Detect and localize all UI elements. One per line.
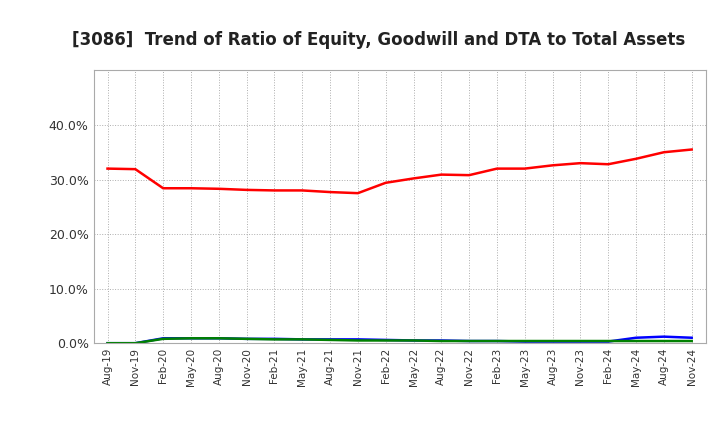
Deferred Tax Assets — [576, 338, 585, 344]
Deferred Tax Assets — [437, 338, 446, 344]
Deferred Tax Assets — [549, 338, 557, 344]
Deferred Tax Assets — [186, 336, 195, 341]
Goodwill — [159, 336, 168, 341]
Deferred Tax Assets — [465, 338, 474, 344]
Goodwill — [409, 338, 418, 343]
Goodwill — [688, 335, 696, 341]
Deferred Tax Assets — [688, 338, 696, 344]
Goodwill — [382, 337, 390, 343]
Equity — [465, 172, 474, 178]
Deferred Tax Assets — [660, 338, 668, 344]
Equity — [298, 188, 307, 193]
Deferred Tax Assets — [103, 341, 112, 346]
Goodwill — [298, 337, 307, 342]
Goodwill — [215, 336, 223, 341]
Equity — [354, 191, 362, 196]
Deferred Tax Assets — [242, 336, 251, 341]
Goodwill — [492, 338, 501, 344]
Equity — [437, 172, 446, 177]
Goodwill — [576, 339, 585, 344]
Deferred Tax Assets — [382, 338, 390, 343]
Goodwill — [325, 337, 334, 342]
Equity — [631, 156, 640, 161]
Goodwill — [270, 336, 279, 341]
Deferred Tax Assets — [631, 338, 640, 344]
Equity — [131, 166, 140, 172]
Equity — [409, 176, 418, 181]
Equity — [186, 186, 195, 191]
Equity — [521, 166, 529, 171]
Equity — [325, 190, 334, 195]
Deferred Tax Assets — [325, 337, 334, 343]
Equity — [270, 188, 279, 193]
Equity — [660, 150, 668, 155]
Deferred Tax Assets — [521, 338, 529, 344]
Equity — [604, 161, 613, 167]
Deferred Tax Assets — [131, 341, 140, 346]
Goodwill — [437, 338, 446, 343]
Goodwill — [549, 339, 557, 344]
Line: Goodwill: Goodwill — [107, 337, 692, 343]
Deferred Tax Assets — [604, 338, 613, 344]
Deferred Tax Assets — [215, 336, 223, 341]
Goodwill — [465, 338, 474, 344]
Equity — [382, 180, 390, 185]
Equity — [159, 186, 168, 191]
Deferred Tax Assets — [354, 338, 362, 343]
Text: [3086]  Trend of Ratio of Equity, Goodwill and DTA to Total Assets: [3086] Trend of Ratio of Equity, Goodwil… — [72, 31, 685, 49]
Goodwill — [354, 337, 362, 342]
Line: Deferred Tax Assets: Deferred Tax Assets — [107, 338, 692, 343]
Goodwill — [186, 336, 195, 341]
Deferred Tax Assets — [298, 337, 307, 342]
Equity — [103, 166, 112, 171]
Goodwill — [103, 341, 112, 346]
Goodwill — [604, 339, 613, 344]
Deferred Tax Assets — [159, 336, 168, 341]
Equity — [215, 186, 223, 191]
Line: Equity: Equity — [107, 150, 692, 193]
Deferred Tax Assets — [409, 338, 418, 343]
Goodwill — [131, 341, 140, 346]
Goodwill — [660, 334, 668, 339]
Goodwill — [242, 336, 251, 341]
Deferred Tax Assets — [492, 338, 501, 344]
Equity — [576, 161, 585, 166]
Goodwill — [631, 335, 640, 341]
Equity — [549, 163, 557, 168]
Equity — [688, 147, 696, 152]
Equity — [242, 187, 251, 193]
Equity — [492, 166, 501, 171]
Goodwill — [521, 339, 529, 344]
Deferred Tax Assets — [270, 337, 279, 342]
